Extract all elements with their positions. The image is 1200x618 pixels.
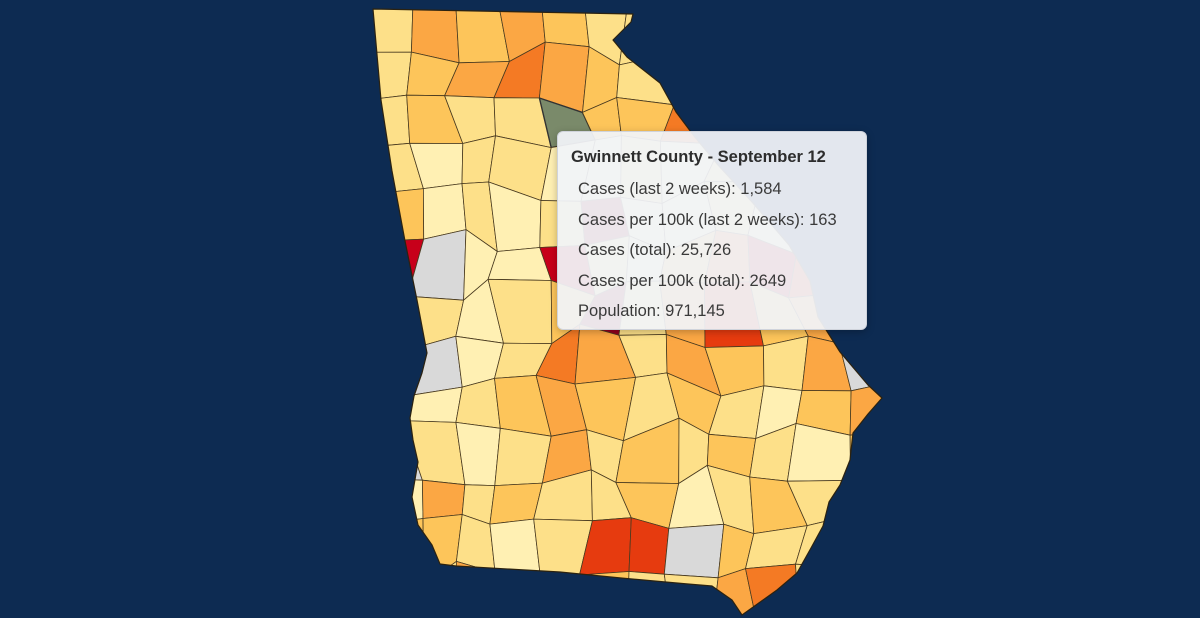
county-chattooga[interactable] (836, 566, 885, 618)
county-stewart[interactable] (370, 288, 416, 349)
county-cherokee[interactable] (673, 51, 718, 106)
county-tooltip: Gwinnett County - September 12 Cases (la… (557, 131, 867, 330)
county-terrell[interactable] (404, 335, 463, 397)
county-calhoun[interactable] (370, 383, 406, 432)
county-dade[interactable] (412, 561, 457, 618)
tooltip-cases-total: Cases (total): 25,726 (578, 241, 732, 259)
county-brooks[interactable] (489, 518, 541, 577)
county-early[interactable] (849, 383, 885, 436)
county-rabun[interactable] (747, 5, 810, 50)
tooltip-population: Population: 971,145 (578, 302, 725, 320)
county-seminole[interactable] (840, 477, 885, 526)
tooltip-title: Gwinnett County - September 12 (571, 148, 826, 166)
county-grady[interactable] (422, 514, 463, 586)
county-pickens[interactable] (370, 51, 412, 100)
county-chattooga[interactable] (798, 5, 843, 56)
county-union[interactable] (670, 5, 718, 54)
county-mcintosh[interactable] (370, 477, 424, 526)
tooltip-cases-2wk: Cases (last 2 weeks): 1,584 (578, 180, 782, 198)
county-hart[interactable] (370, 94, 411, 148)
county-charlton[interactable] (836, 517, 885, 574)
tooltip-cases-per-100k-total: Cases per 100k (total): 2649 (578, 271, 787, 290)
county-whitfield[interactable] (539, 574, 585, 618)
county-camden[interactable] (370, 572, 425, 618)
county-rabun[interactable] (795, 563, 843, 618)
county-liberty[interactable] (849, 430, 885, 481)
county-walker[interactable] (455, 561, 500, 618)
county-murray[interactable] (541, 5, 590, 48)
county-towns[interactable] (745, 563, 800, 618)
county-decatur[interactable] (370, 518, 425, 586)
county-echols[interactable] (663, 523, 725, 579)
county-franklin[interactable] (836, 51, 885, 109)
county-miller[interactable] (421, 479, 466, 519)
county-gilmer[interactable] (663, 573, 719, 618)
county-towns[interactable] (712, 5, 757, 53)
county-lee[interactable] (401, 386, 463, 423)
county-gordon[interactable] (836, 5, 885, 56)
county-banks[interactable] (789, 48, 842, 109)
county-turner[interactable] (494, 427, 552, 487)
county-catoosa[interactable] (494, 572, 543, 618)
tooltip-cases-per-100k-2wk: Cases per 100k (last 2 weeks): 163 (578, 210, 837, 229)
county-forsyth[interactable] (711, 46, 749, 98)
county-hall[interactable] (747, 46, 810, 91)
county-bulloch[interactable] (763, 335, 809, 391)
county-effingham[interactable] (801, 335, 852, 392)
county-randolph[interactable] (370, 335, 416, 397)
county-fannin[interactable] (627, 571, 671, 618)
